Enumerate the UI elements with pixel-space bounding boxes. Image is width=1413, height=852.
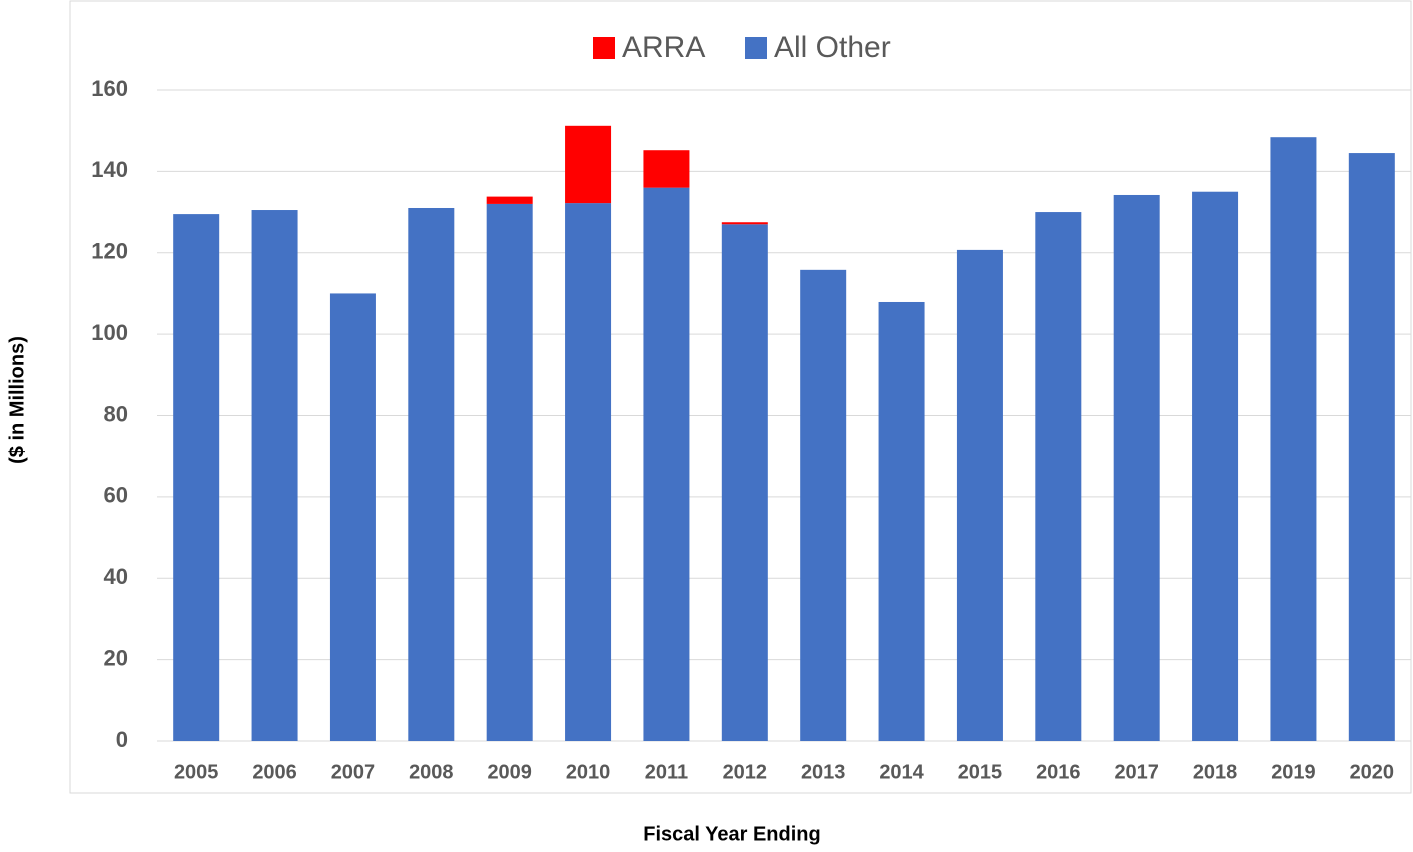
bar-segment — [408, 207, 455, 741]
x-tick-label: 2005 — [174, 761, 219, 783]
bar-segment — [1113, 194, 1160, 741]
y-tick-label: 20 — [104, 645, 128, 670]
x-tick-label: 2016 — [1036, 761, 1081, 783]
bar-segment — [1348, 153, 1395, 742]
y-tick-label: 100 — [91, 320, 128, 345]
legend-swatch — [593, 37, 615, 59]
y-tick-label: 60 — [104, 483, 128, 508]
bar-segment — [251, 210, 298, 741]
bar-segment — [565, 125, 612, 204]
x-tick-label: 2009 — [487, 761, 532, 783]
bar-segment — [1035, 212, 1082, 741]
legend-swatch — [745, 37, 767, 59]
x-axis-title: Fiscal Year Ending — [643, 823, 820, 845]
x-tick-label: 2018 — [1193, 761, 1238, 783]
x-tick-label: 2014 — [879, 761, 924, 783]
x-tick-label: 2020 — [1350, 761, 1395, 783]
x-tick-label: 2015 — [958, 761, 1003, 783]
x-tick-label: 2019 — [1271, 761, 1316, 783]
x-tick-label: 2006 — [252, 761, 297, 783]
bar-segment — [643, 150, 690, 188]
bar-segment — [1192, 191, 1239, 741]
bar-segment — [486, 196, 533, 204]
bar-segment — [173, 214, 220, 742]
bar-segment — [565, 203, 612, 741]
x-tick-label: 2007 — [331, 761, 376, 783]
bar-segment — [643, 187, 690, 741]
bar-segment — [956, 249, 1003, 742]
y-tick-label: 40 — [104, 564, 128, 589]
x-tick-label: 2010 — [566, 761, 611, 783]
bar-segment — [1270, 137, 1317, 741]
bar-segment — [721, 222, 768, 225]
bar-segment — [878, 301, 925, 741]
x-tick-label: 2017 — [1114, 761, 1159, 783]
x-tick-label: 2013 — [801, 761, 846, 783]
y-tick-label: 140 — [91, 157, 128, 182]
bar-segment — [329, 293, 376, 741]
x-tick-label: 2012 — [723, 761, 768, 783]
legend-label: ARRA — [622, 31, 705, 64]
y-tick-label: 0 — [116, 727, 128, 752]
bar-segment — [800, 269, 847, 741]
bar-segment — [486, 203, 533, 742]
y-axis-title: ($ in Millions) — [6, 336, 28, 464]
y-tick-label: 80 — [104, 401, 128, 426]
y-tick-label: 160 — [91, 76, 128, 101]
y-tick-label: 120 — [91, 239, 128, 264]
legend-label: All Other — [774, 31, 891, 64]
chart-border — [69, 0, 1412, 794]
x-tick-label: 2011 — [645, 761, 688, 783]
bar-segment — [721, 224, 768, 742]
x-tick-label: 2008 — [409, 761, 454, 783]
